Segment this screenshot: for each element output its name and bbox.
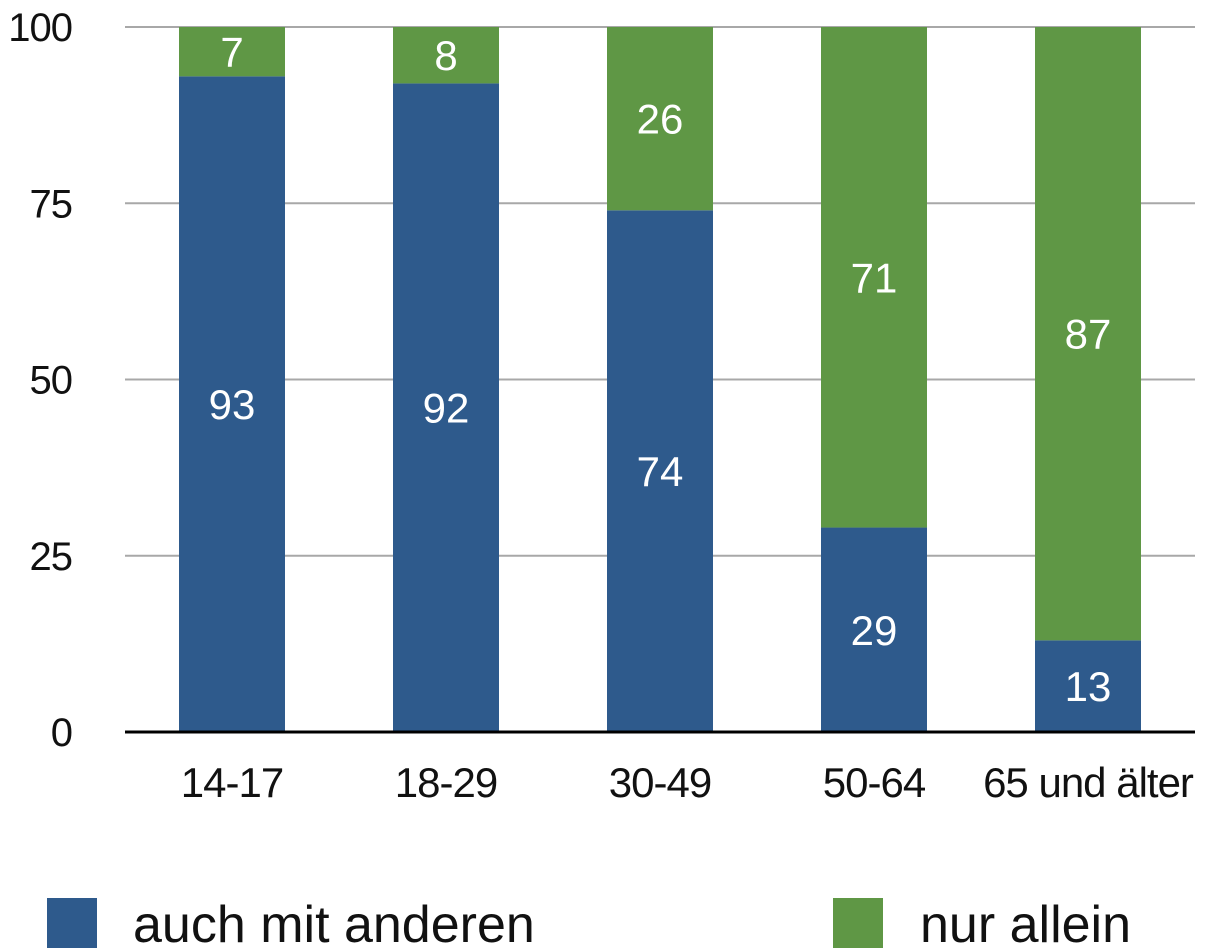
y-tick-label: 0 — [51, 711, 72, 755]
data-label: 92 — [423, 385, 470, 432]
legend-label: nur allein — [920, 896, 1131, 948]
data-label: 93 — [209, 381, 256, 428]
x-tick-label: 30-49 — [609, 759, 711, 806]
legend-label: auch mit anderen — [133, 896, 535, 948]
bar-auch-mit-anderen-18-29 — [393, 83, 499, 732]
bars — [179, 27, 1141, 733]
bar-auch-mit-anderen-65-und-älter — [1035, 640, 1141, 732]
data-label: 26 — [637, 96, 684, 143]
data-label: 8 — [434, 32, 457, 79]
y-axis-ticks: 0 25 50 75 100 — [8, 6, 73, 755]
y-tick-label: 25 — [30, 535, 73, 579]
bar-nur-allein-14-17 — [179, 27, 285, 77]
bar-auch-mit-anderen-14-17 — [179, 76, 285, 733]
bar-nur-allein-18-29 — [393, 27, 499, 84]
bar-auch-mit-anderen-50-64 — [821, 527, 927, 732]
y-tick-label: 100 — [8, 6, 72, 50]
bar-nur-allein-50-64 — [821, 27, 927, 528]
y-tick-label: 75 — [30, 182, 73, 226]
bar-nur-allein-30-49 — [607, 27, 713, 211]
y-tick-label: 50 — [30, 359, 73, 403]
x-tick-label: 14-17 — [181, 759, 283, 806]
legend-swatch — [833, 898, 883, 948]
data-label: 87 — [1065, 311, 1112, 358]
x-tick-label: 18-29 — [395, 759, 497, 806]
data-label: 71 — [851, 254, 898, 301]
bar-nur-allein-65-und-älter — [1035, 27, 1141, 641]
data-labels: 93 7 92 8 74 26 29 71 13 87 — [209, 29, 1112, 710]
legend: auch mit anderen nur allein — [47, 896, 1131, 948]
data-label: 7 — [220, 29, 243, 76]
bar-auch-mit-anderen-30-49 — [607, 210, 713, 733]
x-tick-label: 50-64 — [823, 759, 926, 806]
x-axis: 14-17 18-29 30-49 50-64 65 und älter — [125, 730, 1195, 806]
data-label: 13 — [1065, 663, 1112, 710]
data-label: 74 — [637, 448, 684, 495]
x-tick-label: 65 und älter — [983, 759, 1194, 806]
legend-swatch — [47, 898, 97, 948]
data-label: 29 — [851, 607, 898, 654]
